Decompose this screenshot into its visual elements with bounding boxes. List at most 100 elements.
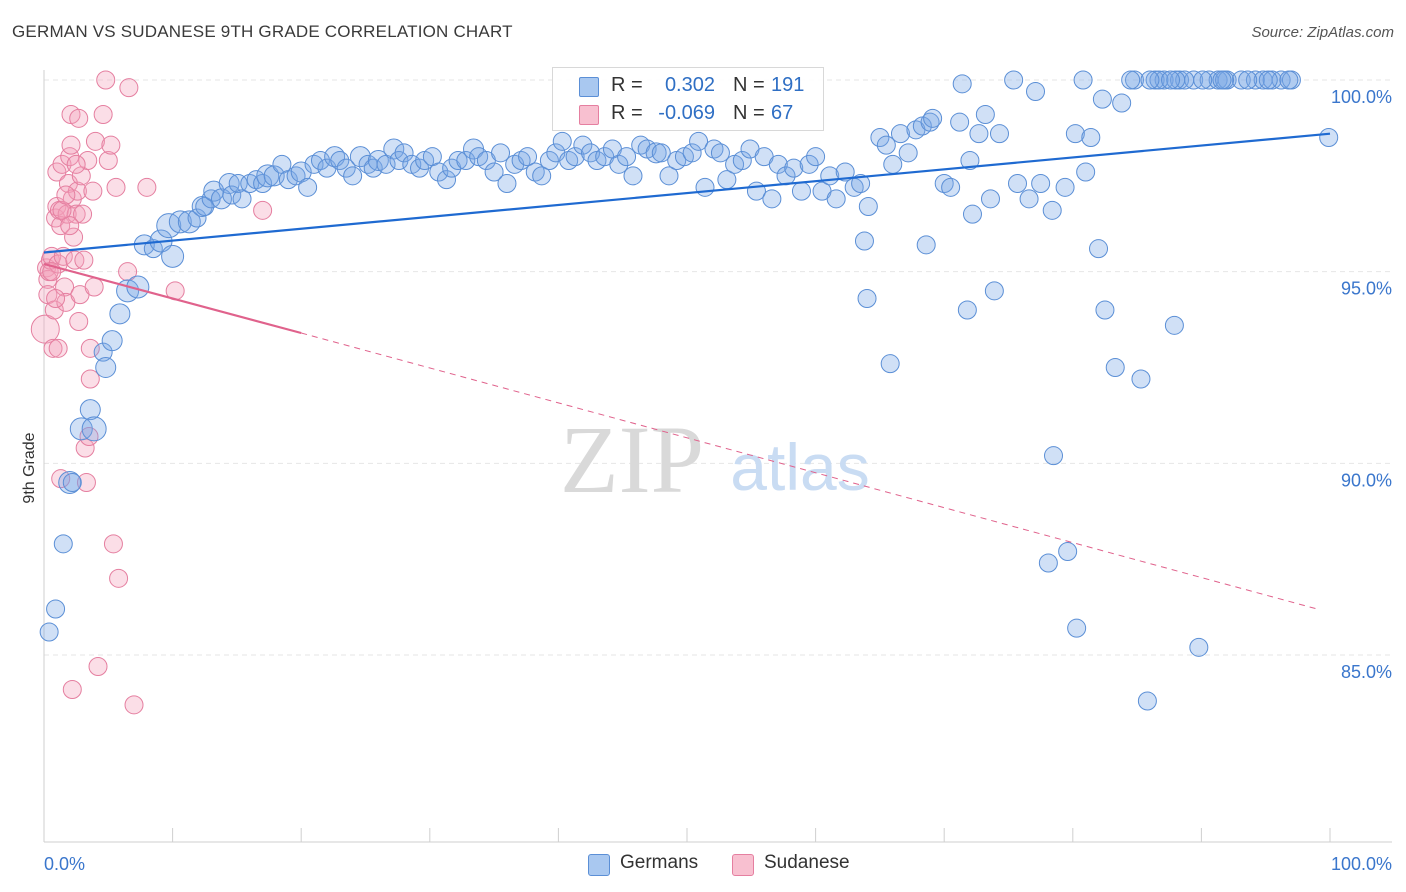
- german-point: [791, 181, 811, 201]
- legend-n-label: N =: [733, 74, 765, 96]
- german-point: [46, 599, 66, 619]
- legend-n-value: 191: [771, 74, 805, 96]
- german-point: [768, 154, 788, 174]
- sudanese-point: [48, 338, 68, 358]
- sudanese-point: [101, 135, 121, 155]
- german-point: [573, 135, 593, 155]
- german-point: [950, 112, 970, 132]
- german-point: [962, 204, 982, 224]
- german-point: [876, 135, 896, 155]
- sudanese-point: [74, 250, 94, 270]
- legend-swatch-germans: [579, 77, 599, 97]
- sudanese-point: [52, 154, 72, 174]
- german-point: [880, 354, 900, 374]
- german-point: [969, 124, 989, 144]
- tick-labels: 85.0% 90.0% 95.0% 100.0% 0.0% 100.0%: [44, 87, 1392, 874]
- sudanese-point: [80, 338, 100, 358]
- german-point: [1131, 369, 1151, 389]
- sudanese-point: [61, 135, 81, 155]
- sudanese-point: [96, 70, 116, 90]
- sudanese-point: [80, 369, 100, 389]
- sudanese-point: [137, 177, 157, 197]
- german-point: [1058, 542, 1078, 561]
- german-point: [854, 231, 874, 251]
- german-point: [835, 162, 855, 182]
- german-point: [623, 166, 643, 186]
- german-point: [1166, 70, 1186, 90]
- german-point: [695, 177, 715, 197]
- sudanese-point: [67, 181, 87, 201]
- sudanese-point: [56, 185, 76, 205]
- legend-r-value: 0.302: [664, 74, 715, 96]
- german-point: [81, 416, 107, 442]
- german-point: [1076, 162, 1096, 182]
- sudanese-point: [103, 534, 123, 554]
- x-tick-label-max: 100.0%: [1331, 854, 1392, 874]
- sudanese-point: [51, 469, 71, 489]
- german-point: [290, 161, 312, 183]
- german-point: [689, 131, 709, 151]
- german-point: [883, 154, 903, 174]
- legend-r-value: -0.069: [658, 102, 715, 124]
- german-point: [1042, 200, 1062, 220]
- german-point: [989, 124, 1009, 144]
- german-point: [1095, 300, 1115, 320]
- sudanese-point: [62, 680, 82, 699]
- german-point: [168, 210, 192, 234]
- german-point: [1038, 553, 1058, 573]
- german-point: [1164, 315, 1184, 335]
- y-tick-label: 95.0%: [1341, 279, 1392, 299]
- gridlines: [44, 79, 1392, 656]
- german-point: [858, 197, 878, 216]
- german-point: [617, 147, 637, 167]
- legend-row-germans: R = 0.302 N = 191: [553, 71, 823, 101]
- sudanese-point: [85, 131, 105, 151]
- german-point: [1231, 70, 1251, 90]
- german-point: [336, 158, 356, 178]
- german-point: [491, 143, 511, 163]
- german-point: [710, 143, 730, 163]
- german-point: [1161, 70, 1181, 90]
- legend-swatch-sudanese: [579, 105, 599, 125]
- german-point: [1004, 70, 1024, 90]
- german-point: [195, 197, 215, 216]
- german-points: [39, 70, 1339, 711]
- sudanese-point: [64, 227, 84, 247]
- german-point: [253, 174, 273, 193]
- german-point: [1112, 93, 1132, 113]
- german-point: [857, 289, 877, 308]
- sudanese-trend-extension: [301, 332, 1318, 610]
- german-trend-line: [43, 132, 1331, 254]
- german-point: [95, 357, 117, 378]
- german-point: [957, 300, 977, 320]
- y-tick-label: 85.0%: [1341, 662, 1392, 682]
- legend-r-label: R =: [611, 102, 643, 124]
- sudanese-point: [73, 204, 93, 224]
- legend-r-label: R =: [611, 74, 643, 96]
- german-point: [1089, 239, 1109, 259]
- sudanese-point: [119, 78, 139, 98]
- german-point: [53, 534, 73, 554]
- german-point: [1154, 70, 1174, 90]
- legend-label-germans: Germans: [620, 852, 699, 873]
- german-point: [539, 151, 559, 170]
- german-point: [1055, 177, 1075, 197]
- legend-label-sudanese: Sudanese: [764, 852, 850, 873]
- german-point: [228, 174, 248, 193]
- legend-swatch-germans: [588, 854, 610, 876]
- german-point: [609, 154, 629, 174]
- watermark-atlas: atlas: [730, 430, 869, 504]
- legend-n-value: 67: [771, 102, 794, 124]
- german-point: [870, 128, 890, 147]
- german-point: [732, 151, 752, 170]
- german-point: [1081, 128, 1101, 147]
- german-point: [975, 105, 995, 124]
- german-point: [330, 151, 350, 170]
- sudanese-trend-line: [43, 262, 302, 335]
- german-point: [1140, 70, 1160, 90]
- german-point: [1238, 70, 1258, 90]
- german-point: [1193, 70, 1213, 90]
- german-point: [923, 108, 943, 128]
- german-point: [1319, 128, 1339, 147]
- x-tick-label-min: 0.0%: [44, 854, 85, 874]
